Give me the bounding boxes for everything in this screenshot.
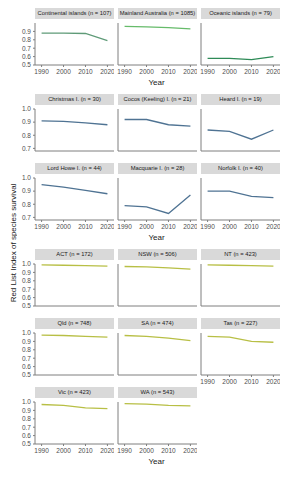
html-text:Year: Year	[148, 457, 165, 466]
html-text:Cocos (Keeling) I. (n = 21): Cocos (Keeling) I. (n = 21)	[123, 96, 192, 102]
html-text:Qld (n = 748): Qld (n = 748)	[57, 320, 92, 326]
svg-text:0.8: 0.8	[22, 415, 31, 422]
svg-text:0.9: 0.9	[22, 338, 31, 345]
svg-text:2010: 2010	[244, 223, 259, 230]
svg-text:0.6: 0.6	[22, 53, 31, 60]
svg-text:1.0: 1.0	[22, 329, 31, 336]
html-text:Heard I. (n = 19): Heard I. (n = 19)	[219, 96, 262, 102]
html-text:WA (n = 543): WA (n = 543)	[140, 389, 175, 395]
svg-text:1.0: 1.0	[22, 174, 31, 181]
svg-text:2000: 2000	[56, 223, 71, 230]
svg-text:2020: 2020	[183, 223, 197, 230]
svg-text:0.5: 0.5	[22, 302, 31, 309]
html-text:Oceanic islands (n = 79): Oceanic islands (n = 79)	[209, 10, 272, 16]
svg-text:2020: 2020	[183, 447, 197, 454]
svg-text:2020: 2020	[266, 378, 280, 385]
html-text:Christmas I. (n = 30): Christmas I. (n = 30)	[48, 96, 101, 102]
html-text:Continental islands (n = 107): Continental islands (n = 107)	[37, 10, 112, 16]
html-text:NSW (n = 506): NSW (n = 506)	[138, 251, 177, 257]
svg-text:0.6: 0.6	[22, 294, 31, 301]
svg-text:1990: 1990	[34, 223, 49, 230]
svg-text:2000: 2000	[56, 447, 71, 454]
html-text:Tas (n = 227): Tas (n = 227)	[223, 320, 258, 326]
html-text:Year: Year	[148, 233, 165, 242]
svg-text:0.7: 0.7	[22, 424, 31, 431]
svg-text:2000: 2000	[139, 447, 154, 454]
html-text:Vic (n = 423): Vic (n = 423)	[58, 389, 91, 395]
svg-text:0.7: 0.7	[22, 355, 31, 362]
svg-text:0.7: 0.7	[22, 45, 31, 52]
svg-text:Red List Index of species surv: Red List Index of species survival	[9, 183, 18, 302]
svg-text:0.8: 0.8	[22, 36, 31, 43]
html-text:Norfolk I. (n = 40): Norfolk I. (n = 40)	[218, 165, 263, 171]
svg-text:2010: 2010	[78, 68, 93, 75]
html-text:Lord Howe I. (n = 44): Lord Howe I. (n = 44)	[47, 165, 102, 171]
svg-text:1990: 1990	[200, 378, 215, 385]
svg-text:2000: 2000	[139, 223, 154, 230]
svg-text:2020: 2020	[100, 223, 114, 230]
svg-text:1990: 1990	[117, 68, 132, 75]
html-text:SA (n = 474): SA (n = 474)	[141, 320, 174, 326]
svg-text:0.8: 0.8	[22, 346, 31, 353]
svg-text:2010: 2010	[161, 447, 176, 454]
svg-text:0.5: 0.5	[22, 371, 31, 378]
svg-text:0.5: 0.5	[22, 61, 31, 68]
html-text:NT (n = 423): NT (n = 423)	[224, 251, 257, 257]
html-text:Mainland Australia (n = 1085): Mainland Australia (n = 1085)	[119, 10, 196, 16]
svg-text:0.9: 0.9	[22, 118, 31, 125]
svg-text:0.8: 0.8	[22, 132, 31, 139]
svg-text:2020: 2020	[100, 68, 114, 75]
svg-text:1.0: 1.0	[22, 398, 31, 405]
svg-text:0.7: 0.7	[22, 214, 31, 221]
svg-text:0.9: 0.9	[22, 187, 31, 194]
svg-text:0.7: 0.7	[22, 286, 31, 293]
svg-text:2020: 2020	[266, 68, 280, 75]
svg-text:1990: 1990	[34, 447, 49, 454]
svg-text:2020: 2020	[100, 447, 114, 454]
svg-text:1990: 1990	[200, 68, 215, 75]
svg-text:2000: 2000	[222, 223, 237, 230]
svg-text:1.0: 1.0	[22, 260, 31, 267]
svg-text:1990: 1990	[117, 223, 132, 230]
svg-text:0.6: 0.6	[22, 432, 31, 439]
svg-text:2010: 2010	[78, 223, 93, 230]
svg-text:2000: 2000	[222, 378, 237, 385]
svg-text:0.5: 0.5	[22, 440, 31, 447]
svg-text:0.8: 0.8	[22, 277, 31, 284]
svg-text:1990: 1990	[117, 447, 132, 454]
svg-text:0.9: 0.9	[22, 407, 31, 414]
svg-text:0.9: 0.9	[22, 28, 31, 35]
svg-text:2010: 2010	[244, 378, 259, 385]
svg-text:1990: 1990	[200, 223, 215, 230]
svg-text:0.6: 0.6	[22, 363, 31, 370]
svg-text:1.0: 1.0	[22, 105, 31, 112]
html-text:Year: Year	[148, 78, 165, 87]
svg-text:0.7: 0.7	[22, 145, 31, 152]
svg-text:2010: 2010	[78, 447, 93, 454]
svg-text:2020: 2020	[266, 223, 280, 230]
html-text:ACT (n = 172): ACT (n = 172)	[56, 251, 93, 257]
svg-text:2010: 2010	[161, 68, 176, 75]
svg-text:2000: 2000	[139, 68, 154, 75]
svg-text:1990: 1990	[34, 68, 49, 75]
html-text:Macquarie I. (n = 28): Macquarie I. (n = 28)	[130, 165, 185, 171]
svg-text:0.8: 0.8	[22, 201, 31, 208]
svg-text:0.9: 0.9	[22, 269, 31, 276]
svg-text:2010: 2010	[244, 68, 259, 75]
svg-text:2000: 2000	[222, 68, 237, 75]
svg-text:2000: 2000	[56, 68, 71, 75]
svg-text:2010: 2010	[161, 223, 176, 230]
svg-text:2020: 2020	[183, 68, 197, 75]
